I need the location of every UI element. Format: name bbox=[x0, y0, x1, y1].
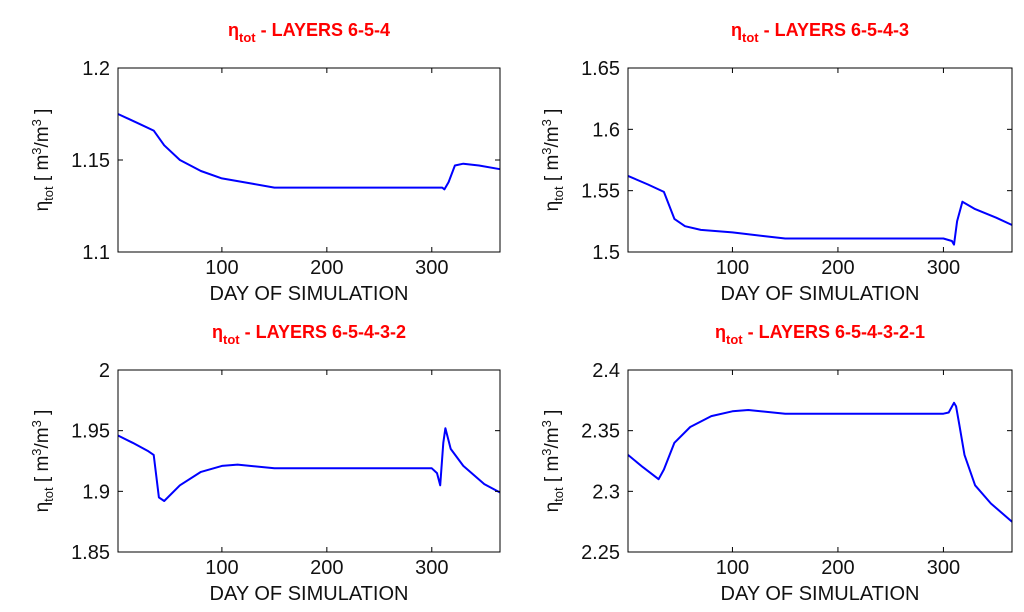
plot-frame bbox=[117, 67, 501, 253]
y-tick-label: 1.65 bbox=[581, 58, 620, 80]
y-label-subscript: tot bbox=[41, 186, 56, 201]
y-tick-label: 1.55 bbox=[581, 181, 620, 203]
x-tick-label: 300 bbox=[927, 557, 960, 579]
x-tick-label: 300 bbox=[415, 557, 448, 579]
y-tick-label: 1.15 bbox=[71, 150, 110, 172]
y-axis-label: ηtot [ m3/m3 ] bbox=[29, 109, 56, 212]
x-tick-label: 300 bbox=[927, 257, 960, 279]
y-label-units-suffix: ] bbox=[542, 410, 563, 421]
y-label-exponent-2: 3 bbox=[29, 420, 44, 427]
y-axis-label: ηtot [ m3/m3 ] bbox=[29, 410, 56, 513]
y-label-subscript: tot bbox=[551, 487, 566, 502]
y-label-subscript: tot bbox=[41, 487, 56, 502]
series-line bbox=[117, 427, 501, 502]
y-tick-label: 1.85 bbox=[71, 542, 110, 564]
x-axis-label: DAY OF SIMULATION bbox=[721, 583, 920, 605]
y-label-exponent-2: 3 bbox=[539, 119, 554, 126]
chart-title: ηtot - LAYERS 6-5-4-3-2-1 bbox=[715, 322, 925, 347]
y-label-exponent-2: 3 bbox=[539, 420, 554, 427]
y-label-units-mid: /m bbox=[542, 427, 563, 448]
y-label-units-mid: /m bbox=[542, 126, 563, 147]
chart-title-symbol: η bbox=[715, 322, 726, 342]
chart-title-text: - LAYERS 6-5-4-3 bbox=[759, 20, 909, 40]
y-tick-label: 2.4 bbox=[592, 360, 620, 382]
y-label-units-suffix: ] bbox=[32, 410, 53, 421]
chart-title: ηtot - LAYERS 6-5-4-3 bbox=[731, 20, 909, 45]
x-tick-label: 100 bbox=[205, 257, 238, 279]
y-label-symbol: η bbox=[32, 201, 53, 212]
y-label-units-prefix: [ m bbox=[542, 155, 563, 187]
x-tick-label: 100 bbox=[716, 557, 749, 579]
chart-title-subscript: tot bbox=[223, 332, 240, 347]
x-axis-label: DAY OF SIMULATION bbox=[210, 283, 409, 305]
chart-title-symbol: η bbox=[228, 20, 239, 40]
series-line bbox=[627, 401, 1013, 523]
y-axis-label: ηtot [ m3/m3 ] bbox=[539, 410, 566, 513]
y-label-subscript: tot bbox=[551, 186, 566, 201]
plot-frame bbox=[117, 369, 501, 553]
x-axis-label: DAY OF SIMULATION bbox=[210, 583, 409, 605]
y-tick-label: 1.5 bbox=[592, 242, 620, 264]
y-label-units-suffix: ] bbox=[32, 109, 53, 120]
x-axis-label: DAY OF SIMULATION bbox=[721, 283, 920, 305]
x-tick-label: 300 bbox=[415, 257, 448, 279]
y-tick-label: 1.1 bbox=[82, 242, 110, 264]
chart-title-subscript: tot bbox=[742, 30, 759, 45]
chart-title-subscript: tot bbox=[239, 30, 256, 45]
y-label-symbol: η bbox=[542, 201, 563, 212]
x-tick-label: 200 bbox=[821, 557, 854, 579]
y-tick-label: 1.95 bbox=[71, 421, 110, 443]
y-label-exponent-1: 3 bbox=[539, 448, 554, 455]
y-label-exponent-1: 3 bbox=[539, 147, 554, 154]
x-tick-label: 200 bbox=[821, 257, 854, 279]
y-label-units-prefix: [ m bbox=[542, 456, 563, 488]
plot-frame bbox=[627, 369, 1013, 553]
chart-title-symbol: η bbox=[731, 20, 742, 40]
y-label-units-mid: /m bbox=[32, 427, 53, 448]
x-tick-label: 200 bbox=[310, 557, 343, 579]
chart-title-text: - LAYERS 6-5-4 bbox=[256, 20, 390, 40]
y-tick-label: 2.25 bbox=[581, 542, 620, 564]
x-tick-label: 100 bbox=[205, 557, 238, 579]
y-label-units-mid: /m bbox=[32, 126, 53, 147]
y-label-symbol: η bbox=[542, 502, 563, 513]
y-tick-label: 2.3 bbox=[592, 481, 620, 503]
chart-title-text: - LAYERS 6-5-4-3-2-1 bbox=[743, 322, 925, 342]
y-label-exponent-1: 3 bbox=[29, 147, 44, 154]
y-label-exponent-2: 3 bbox=[29, 119, 44, 126]
y-tick-label: 1.2 bbox=[82, 58, 110, 80]
plot-frame bbox=[627, 67, 1013, 253]
x-tick-label: 100 bbox=[716, 257, 749, 279]
y-label-symbol: η bbox=[32, 502, 53, 513]
y-label-units-prefix: [ m bbox=[32, 155, 53, 187]
chart-title-symbol: η bbox=[212, 322, 223, 342]
series-line bbox=[117, 113, 501, 191]
x-tick-label: 200 bbox=[310, 257, 343, 279]
chart-title-text: - LAYERS 6-5-4-3-2 bbox=[240, 322, 406, 342]
chart-title-subscript: tot bbox=[726, 332, 743, 347]
y-label-exponent-1: 3 bbox=[29, 448, 44, 455]
y-tick-label: 2.35 bbox=[581, 421, 620, 443]
y-tick-label: 2 bbox=[99, 360, 110, 382]
y-tick-label: 1.9 bbox=[82, 481, 110, 503]
y-label-units-suffix: ] bbox=[542, 109, 563, 120]
y-label-units-prefix: [ m bbox=[32, 456, 53, 488]
chart-title: ηtot - LAYERS 6-5-4-3-2 bbox=[212, 322, 406, 347]
series-line bbox=[627, 174, 1013, 246]
y-axis-label: ηtot [ m3/m3 ] bbox=[539, 109, 566, 212]
y-tick-label: 1.6 bbox=[592, 119, 620, 141]
chart-title: ηtot - LAYERS 6-5-4 bbox=[228, 20, 390, 45]
